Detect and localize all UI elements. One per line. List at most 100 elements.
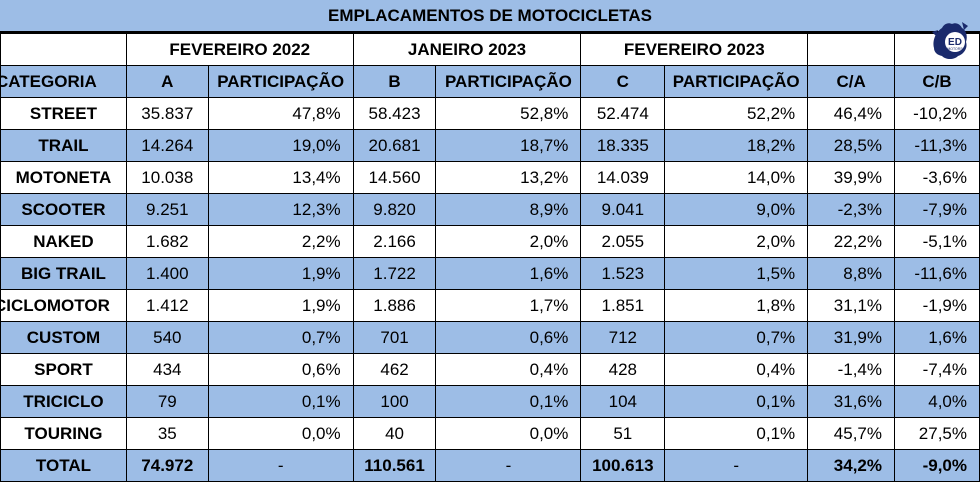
period-header: FEVEREIRO 2022 xyxy=(125,33,354,66)
table-row: SCOOTER 9.251 12,3% 9.820 8,9% 9.041 9,0… xyxy=(0,193,980,226)
share-cell: 2,2% xyxy=(207,225,354,258)
share-cell: 0,6% xyxy=(435,321,582,354)
value-cell: 462 xyxy=(352,353,437,386)
table-row: MOTONETA 10.038 13,4% 14.560 13,2% 14.03… xyxy=(0,161,980,194)
share-cell: 1,7% xyxy=(435,289,582,322)
value-cell: 1.412 xyxy=(125,289,209,322)
total-share-cell: - xyxy=(207,449,354,482)
share-cell: 8,9% xyxy=(435,193,582,226)
change-cell: 31,1% xyxy=(807,289,895,322)
value-cell: 1.851 xyxy=(580,289,666,322)
table-row: BIG TRAIL 1.400 1,9% 1.722 1,6% 1.523 1,… xyxy=(0,257,980,290)
value-cell: 18.335 xyxy=(580,129,666,162)
share-cell: 0,0% xyxy=(207,417,354,450)
blank-header-cell xyxy=(807,33,895,66)
period-header: JANEIRO 2023 xyxy=(352,33,582,66)
share-cell: 1,9% xyxy=(207,289,354,322)
share-cell: 13,4% xyxy=(207,161,354,194)
share-cell: 0,7% xyxy=(207,321,354,354)
change-cell: 27,5% xyxy=(894,417,980,450)
change-cell: -11,6% xyxy=(894,257,980,290)
change-cell: -1,4% xyxy=(807,353,895,386)
value-cell: 712 xyxy=(580,321,666,354)
share-cell: 0,6% xyxy=(207,353,354,386)
total-label: TOTAL xyxy=(0,449,127,482)
logo-subtext: MOTORS xyxy=(947,47,963,51)
value-cell: 434 xyxy=(125,353,209,386)
share-cell: 19,0% xyxy=(207,129,354,162)
column-header: PARTICIPAÇÃO xyxy=(664,65,809,98)
table-row: STREET 35.837 47,8% 58.423 52,8% 52.474 … xyxy=(0,97,980,130)
column-header: C xyxy=(580,65,666,98)
change-cell: -2,3% xyxy=(807,193,895,226)
value-cell: 9.251 xyxy=(125,193,209,226)
change-cell: -7,9% xyxy=(894,193,980,226)
table-row: TRAIL 14.264 19,0% 20.681 18,7% 18.335 1… xyxy=(0,129,980,162)
ed-motors-horse-icon: ED MOTORS xyxy=(932,22,968,59)
category-cell: TRICICLO xyxy=(0,385,127,418)
value-cell: 10.038 xyxy=(125,161,209,194)
category-cell: STREET xyxy=(0,97,127,130)
total-value-cell: 110.561 xyxy=(352,449,437,482)
value-cell: 100 xyxy=(352,385,437,418)
share-cell: 0,1% xyxy=(664,385,809,418)
value-cell: 35 xyxy=(125,417,209,450)
share-cell: 47,8% xyxy=(207,97,354,130)
value-cell: 20.681 xyxy=(352,129,437,162)
share-cell: 0,1% xyxy=(435,385,582,418)
value-cell: 14.039 xyxy=(580,161,666,194)
share-cell: 1,9% xyxy=(207,257,354,290)
table-row: SPORT 434 0,6% 462 0,4% 428 0,4% -1,4% -… xyxy=(0,353,980,386)
value-cell: 79 xyxy=(125,385,209,418)
value-cell: 58.423 xyxy=(352,97,437,130)
value-cell: 2.055 xyxy=(580,225,666,258)
table-row: NAKED 1.682 2,2% 2.166 2,0% 2.055 2,0% 2… xyxy=(0,225,980,258)
column-header: B xyxy=(352,65,437,98)
table-row: TRICICLO 79 0,1% 100 0,1% 104 0,1% 31,6%… xyxy=(0,385,980,418)
category-cell: NAKED xyxy=(0,225,127,258)
change-cell: -7,4% xyxy=(894,353,980,386)
total-share-cell: - xyxy=(435,449,582,482)
share-cell: 13,2% xyxy=(435,161,582,194)
total-value-cell: 100.613 xyxy=(580,449,666,482)
share-cell: 12,3% xyxy=(207,193,354,226)
category-cell: SPORT xyxy=(0,353,127,386)
share-cell: 2,0% xyxy=(435,225,582,258)
share-cell: 0,1% xyxy=(664,417,809,450)
share-cell: 52,8% xyxy=(435,97,582,130)
share-cell: 0,1% xyxy=(207,385,354,418)
share-cell: 1,5% xyxy=(664,257,809,290)
category-cell: TOURING xyxy=(0,417,127,450)
value-cell: 9.820 xyxy=(352,193,437,226)
value-cell: 35.837 xyxy=(125,97,209,130)
change-cell: -11,3% xyxy=(894,129,980,162)
change-cell: 45,7% xyxy=(807,417,895,450)
table-row: CUSTOM 540 0,7% 701 0,6% 712 0,7% 31,9% … xyxy=(0,321,980,354)
share-cell: 0,7% xyxy=(664,321,809,354)
total-value-cell: 74.972 xyxy=(125,449,209,482)
value-cell: 1.722 xyxy=(352,257,437,290)
share-cell: 18,7% xyxy=(435,129,582,162)
value-cell: 51 xyxy=(580,417,666,450)
column-header: C/A xyxy=(807,65,895,98)
ed-motors-logo: ED MOTORS xyxy=(928,18,972,68)
value-cell: 1.682 xyxy=(125,225,209,258)
share-cell: 0,0% xyxy=(435,417,582,450)
category-cell: BIG TRAIL xyxy=(0,257,127,290)
value-cell: 1.400 xyxy=(125,257,209,290)
category-cell: TRAIL xyxy=(0,129,127,162)
share-cell: 0,4% xyxy=(435,353,582,386)
category-cell: MOTONETA xyxy=(0,161,127,194)
change-cell: 4,0% xyxy=(894,385,980,418)
change-cell: -5,1% xyxy=(894,225,980,258)
blank-header-cell xyxy=(0,33,127,66)
change-cell: 8,8% xyxy=(807,257,895,290)
share-cell: 18,2% xyxy=(664,129,809,162)
column-header: PARTICIPAÇÃO xyxy=(207,65,354,98)
category-cell: CICLOMOTOR xyxy=(0,289,127,322)
share-cell: 2,0% xyxy=(664,225,809,258)
total-share-cell: - xyxy=(664,449,809,482)
column-header: CATEGORIA xyxy=(0,65,127,98)
change-cell: -10,2% xyxy=(894,97,980,130)
value-cell: 52.474 xyxy=(580,97,666,130)
